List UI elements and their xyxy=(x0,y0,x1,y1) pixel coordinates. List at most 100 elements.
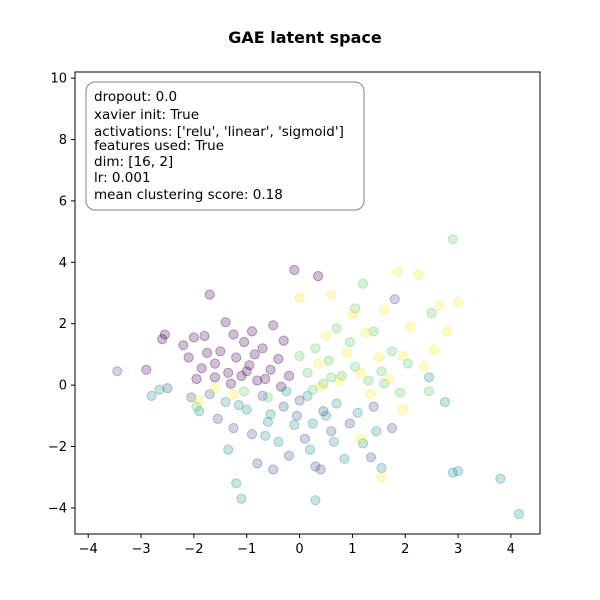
data-point xyxy=(294,292,305,303)
data-point xyxy=(186,392,197,403)
data-point xyxy=(223,444,234,455)
data-point xyxy=(157,334,168,345)
data-point xyxy=(418,361,429,372)
data-point xyxy=(283,370,295,381)
data-point xyxy=(350,361,361,372)
data-point xyxy=(194,395,205,406)
x-tick-label: −4 xyxy=(79,542,98,557)
data-point xyxy=(112,366,123,377)
data-point xyxy=(204,289,215,300)
data-point xyxy=(307,384,318,395)
data-point xyxy=(154,384,165,395)
data-point xyxy=(379,378,390,389)
y-tick-label: 8 xyxy=(59,133,67,148)
data-point xyxy=(423,386,435,397)
data-point xyxy=(191,401,202,412)
data-point xyxy=(278,335,289,346)
data-point xyxy=(384,373,395,385)
data-point xyxy=(339,453,350,464)
data-point xyxy=(141,364,152,375)
data-point xyxy=(371,426,382,437)
data-point xyxy=(262,392,273,403)
data-point xyxy=(265,364,276,375)
annotation-line: lr: 0.001 xyxy=(94,170,151,186)
data-point xyxy=(228,389,239,400)
data-point xyxy=(310,343,321,354)
data-point xyxy=(244,360,255,371)
x-tick-label: 1 xyxy=(348,542,356,557)
data-point xyxy=(365,452,376,463)
data-point xyxy=(376,366,387,377)
data-point xyxy=(413,269,424,280)
data-point xyxy=(336,370,347,381)
data-point xyxy=(389,294,400,305)
data-point xyxy=(231,478,242,489)
x-tick-label: −3 xyxy=(131,542,150,557)
data-point xyxy=(289,419,300,431)
data-point xyxy=(241,404,252,415)
data-point xyxy=(220,396,231,408)
data-point xyxy=(342,347,353,358)
data-point xyxy=(212,413,223,424)
data-point xyxy=(260,430,271,441)
data-point xyxy=(194,406,205,417)
data-point xyxy=(307,418,318,429)
data-point xyxy=(268,320,279,331)
data-point xyxy=(302,367,313,378)
data-point xyxy=(453,466,464,477)
x-tick-label: 4 xyxy=(507,542,515,557)
data-point xyxy=(429,344,440,355)
plot-frame xyxy=(74,71,541,535)
x-tick-label: −1 xyxy=(237,542,256,557)
y-tick-label: −2 xyxy=(48,440,67,455)
data-point xyxy=(209,358,221,369)
data-point xyxy=(405,321,416,332)
data-point xyxy=(283,450,295,461)
data-point xyxy=(315,381,326,392)
data-point xyxy=(365,389,376,400)
data-point xyxy=(352,407,363,418)
data-point xyxy=(355,433,366,444)
data-point xyxy=(196,363,207,374)
data-point xyxy=(376,462,387,474)
points-layer xyxy=(85,94,525,520)
data-point xyxy=(357,438,369,449)
data-point xyxy=(360,327,371,338)
data-point xyxy=(159,329,170,340)
data-point xyxy=(281,386,292,397)
y-tick-label: −4 xyxy=(48,501,67,516)
data-point xyxy=(305,444,316,455)
data-point xyxy=(328,436,339,447)
data-point xyxy=(199,330,210,342)
data-point xyxy=(326,426,337,437)
data-point xyxy=(239,337,250,348)
data-point xyxy=(331,398,342,409)
x-tick-label: 3 xyxy=(454,542,462,557)
data-point xyxy=(363,375,374,386)
data-point xyxy=(439,396,450,408)
x-tick-label: 0 xyxy=(295,542,303,557)
data-point xyxy=(209,372,221,383)
data-point xyxy=(323,355,334,366)
x-tick-label: 2 xyxy=(401,542,409,557)
y-tick-label: 4 xyxy=(59,256,67,271)
data-point xyxy=(241,366,252,377)
data-point xyxy=(294,395,305,406)
data-point xyxy=(257,390,268,401)
data-point xyxy=(357,278,369,289)
x-tick-label: −2 xyxy=(184,542,203,557)
data-point xyxy=(368,326,379,337)
data-point xyxy=(225,378,236,389)
data-point xyxy=(236,493,247,504)
data-point xyxy=(289,264,300,276)
data-point xyxy=(178,340,189,351)
data-point xyxy=(320,330,332,342)
data-point xyxy=(326,372,337,383)
data-point xyxy=(447,467,458,478)
data-point xyxy=(373,352,384,363)
y-tick-label: 2 xyxy=(59,317,67,332)
data-point xyxy=(246,326,258,337)
data-point xyxy=(265,409,276,420)
data-point xyxy=(394,387,406,398)
